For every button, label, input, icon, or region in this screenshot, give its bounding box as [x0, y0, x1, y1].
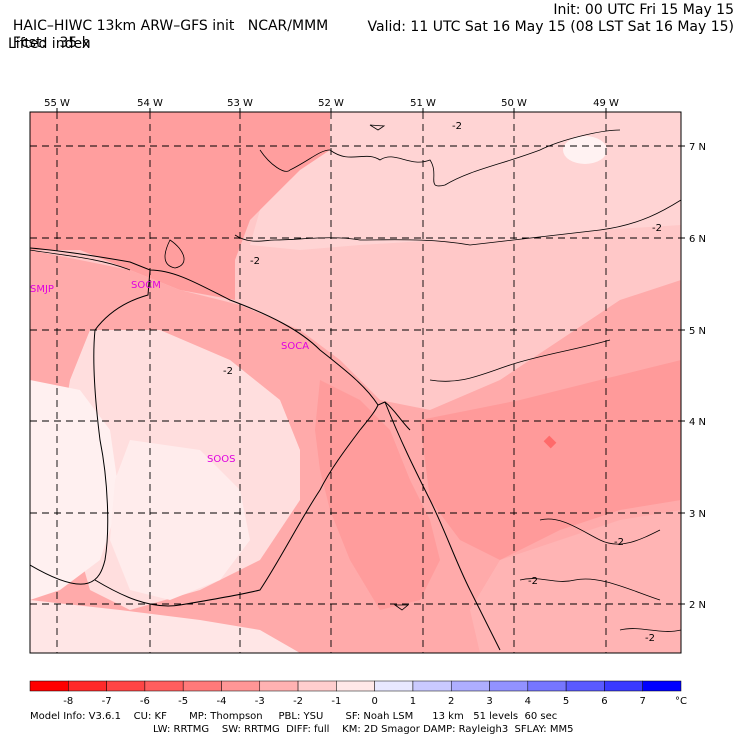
- colorbar-swatch: [106, 680, 146, 692]
- colorbar-swatch: [221, 680, 261, 692]
- lon-label-54w: 54 W: [137, 98, 163, 109]
- model-title: HAIC–HIWC 13km ARW–GFS init NCAR/MMM: [4, 2, 328, 34]
- colorbar-swatch: [527, 680, 567, 692]
- colorbar-tick-label: -7: [102, 696, 112, 707]
- lon-label-49w: 49 W: [593, 98, 619, 109]
- colorbar-swatch: [642, 680, 682, 692]
- forecast-hour: Fcst: 35 h: [4, 19, 91, 51]
- station-label-soca: SOCA: [281, 341, 309, 352]
- contour-label: -2: [250, 256, 260, 267]
- fcst-value: 35 h: [59, 35, 91, 51]
- lon-label-53w: 53 W: [227, 98, 253, 109]
- lon-label-55w: 55 W: [44, 98, 70, 109]
- colorbar-tick-label: 6: [601, 696, 607, 707]
- colorbar-tick-label: 5: [563, 696, 569, 707]
- contour-lines: [30, 124, 681, 632]
- coastline-borders: [30, 247, 501, 651]
- lon-label-50w: 50 W: [501, 98, 527, 109]
- station-label-socm: SOCM: [131, 280, 161, 291]
- contour-label: -2: [645, 633, 655, 644]
- colorbar-swatch: [182, 680, 222, 692]
- field-name: Lifted index: [8, 36, 91, 52]
- colorbar-tick-label: 0: [371, 696, 377, 707]
- fcst-label: Fcst:: [12, 35, 47, 51]
- colorbar-tick-label: -1: [331, 696, 341, 707]
- lat-label-2n: 2 N: [689, 600, 706, 611]
- colorbar-tick-label: -8: [63, 696, 73, 707]
- colorbar-tick-label: 2: [448, 696, 454, 707]
- axis-ticks: [56, 108, 685, 605]
- colorbar-swatch: [259, 680, 299, 692]
- colorbar-swatch: [450, 680, 490, 692]
- colorbar-tick-label: -3: [255, 696, 265, 707]
- contour-label: -2: [452, 121, 462, 132]
- colorbar-swatch: [336, 680, 375, 692]
- colorbar-swatch: [489, 680, 529, 692]
- colorbar-swatch: [68, 680, 107, 692]
- valid-time: Valid: 11 UTC Sat 16 May 15 (08 LST Sat …: [367, 19, 734, 35]
- station-label-soos: SOOS: [207, 454, 235, 465]
- org-text: NCAR/MMM: [247, 18, 329, 34]
- init-time: Init: 00 UTC Fri 15 May 15: [553, 2, 734, 18]
- colorbar-tick-label: 1: [410, 696, 416, 707]
- colorbar-swatch: [297, 680, 337, 692]
- colorbar: -8 -7 -6 -5 -4 -3 -2 -1 0 1 2 3 4 5 6 7: [29, 680, 682, 707]
- contour-label: -2: [614, 537, 624, 548]
- colorbar-tick-label: 7: [640, 696, 646, 707]
- colorbar-swatch: [412, 680, 452, 692]
- colorbar-tick-label: -4: [216, 696, 226, 707]
- colorbar-tick-label: -2: [293, 696, 303, 707]
- colorbar-tick-label: 4: [525, 696, 531, 707]
- colorbar-swatch: [144, 680, 184, 692]
- colorbar-swatch: [565, 680, 605, 692]
- colorbar-unit: °C: [675, 696, 687, 707]
- colorbar-swatch: [604, 680, 643, 692]
- lon-label-51w: 51 W: [410, 98, 436, 109]
- colorbar-tick-label: -5: [178, 696, 188, 707]
- colorbar-tick-label: 3: [486, 696, 492, 707]
- lat-label-7n: 7 N: [689, 142, 706, 153]
- colorbar-tick-label: -6: [140, 696, 150, 707]
- colorbar-swatch: [29, 680, 69, 692]
- contour-label: -2: [223, 366, 233, 377]
- lat-lon-grid: [30, 112, 681, 653]
- title-text: HAIC–HIWC 13km ARW–GFS init: [12, 18, 235, 34]
- lat-label-4n: 4 N: [689, 417, 706, 428]
- model-info-line1: Model Info: V3.6.1 CU: KF MP: Thompson P…: [30, 711, 558, 722]
- map-frame: [29, 111, 682, 654]
- lon-label-52w: 52 W: [318, 98, 344, 109]
- lat-label-5n: 5 N: [689, 326, 706, 337]
- lat-label-3n: 3 N: [689, 509, 706, 520]
- contour-label: -2: [652, 223, 662, 234]
- shaded-field: [30, 112, 681, 653]
- model-info-line2: LW: RRTMG SW: RRTMG DIFF: full KM: 2D Sm…: [153, 724, 574, 735]
- station-label-smjp: SMJP: [30, 284, 54, 295]
- contour-label: -2: [528, 576, 538, 587]
- colorbar-swatch: [374, 680, 414, 692]
- lat-label-6n: 6 N: [689, 234, 706, 245]
